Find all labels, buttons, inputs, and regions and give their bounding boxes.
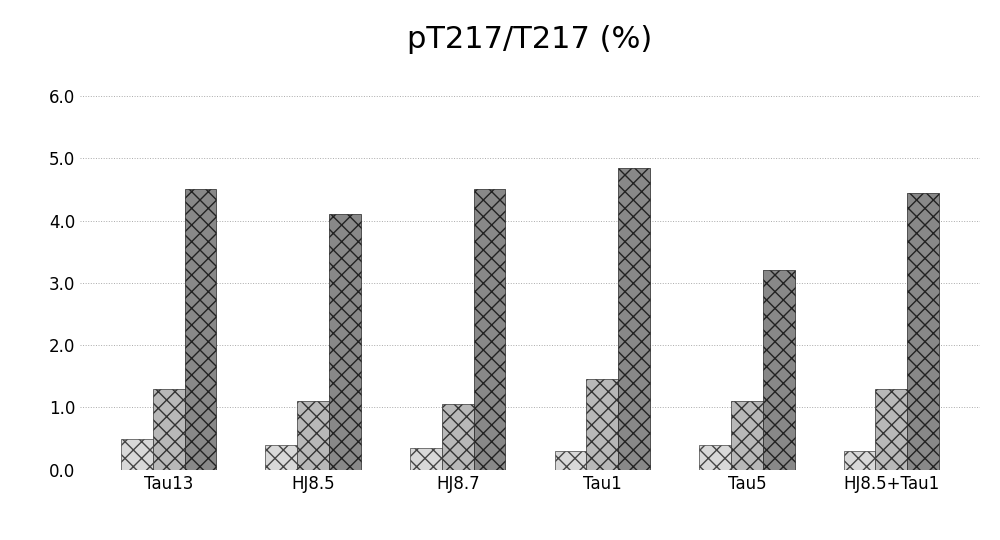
Bar	[699, 445, 731, 470]
Bar	[763, 271, 795, 470]
Bar	[410, 448, 442, 470]
Bar	[555, 451, 586, 470]
Bar	[185, 190, 216, 470]
Bar	[297, 401, 329, 470]
Bar	[121, 438, 153, 470]
Bar	[442, 404, 474, 470]
Bar	[618, 167, 650, 470]
Bar	[153, 389, 185, 470]
Bar	[329, 214, 361, 470]
Bar	[844, 451, 875, 470]
Bar	[586, 380, 618, 470]
Bar	[875, 389, 907, 470]
Title: pT217/T217 (%): pT217/T217 (%)	[407, 25, 653, 54]
Bar	[474, 190, 505, 470]
Bar	[265, 445, 297, 470]
Bar	[907, 193, 939, 470]
Bar	[731, 401, 763, 470]
